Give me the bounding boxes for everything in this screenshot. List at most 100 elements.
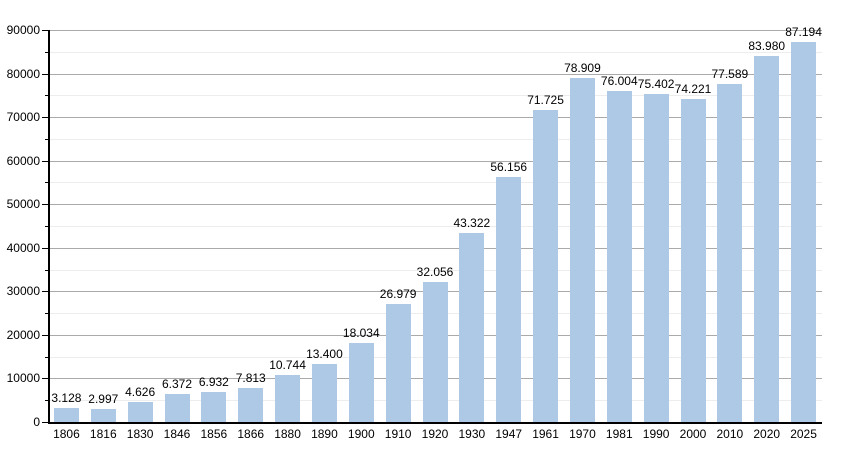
y-tick-label: 90000	[6, 23, 40, 37]
y-tick	[42, 117, 48, 119]
x-tick-label: 1830	[126, 427, 154, 441]
x-tick-label: 2025	[790, 427, 817, 441]
bar-value-label: 87.194	[785, 25, 822, 40]
bar	[422, 282, 448, 422]
x-tick-label: 1910	[384, 427, 412, 441]
y-tick	[42, 73, 48, 75]
bar	[385, 304, 411, 422]
y-tick	[42, 160, 48, 162]
y-axis-line	[48, 30, 50, 424]
x-tick-label: 1846	[163, 427, 191, 441]
y-tick	[42, 378, 48, 380]
bar	[606, 90, 632, 422]
x-tick-label: 1920	[421, 427, 449, 441]
x-tick-label: 1970	[569, 427, 596, 441]
bar	[754, 56, 780, 422]
gridline-major	[49, 160, 822, 162]
gridline-minor	[49, 182, 822, 184]
bar	[90, 408, 116, 422]
bar	[533, 109, 559, 422]
bar-value-label: 32.056	[416, 265, 454, 280]
x-tick-label: 1961	[532, 427, 559, 441]
bar-value-label: 7.813	[235, 370, 266, 385]
bar-value-label: 18.034	[342, 326, 380, 341]
bar	[238, 387, 264, 422]
x-tick-label: 1856	[200, 427, 228, 441]
x-tick-label: 1880	[274, 427, 301, 441]
bar	[53, 408, 79, 422]
bar-value-label: 77.589	[711, 67, 749, 82]
bar	[569, 78, 595, 422]
x-tick-label: 1981	[605, 427, 633, 441]
x-tick-label: 1890	[311, 427, 338, 441]
y-tick-minor	[45, 182, 48, 184]
y-tick-minor	[45, 400, 48, 402]
bar-value-label: 3.128	[51, 391, 82, 406]
x-axis-line	[48, 422, 822, 424]
y-tick-label: 60000	[6, 153, 40, 168]
y-tick-minor	[45, 356, 48, 358]
y-tick-label: 70000	[6, 110, 40, 125]
gridline-major	[49, 204, 822, 206]
y-tick-label: 20000	[6, 327, 40, 342]
bar	[311, 363, 337, 422]
bar	[643, 93, 669, 422]
gridline-minor	[49, 51, 822, 53]
bar-value-label: 75.402	[637, 76, 675, 91]
x-tick-label: 2010	[716, 427, 744, 441]
bar	[164, 394, 190, 422]
bar-value-label: 76.004	[600, 73, 638, 88]
bar	[791, 42, 817, 422]
bar-value-label: 13.400	[306, 346, 343, 361]
bar-value-label: 6.372	[161, 377, 193, 392]
gridline-major	[49, 247, 822, 249]
y-tick-label: 40000	[6, 240, 40, 255]
gridline-major	[49, 30, 822, 31]
y-tick	[42, 291, 48, 293]
gridline-minor	[49, 138, 822, 140]
y-tick	[42, 204, 48, 206]
bar	[459, 233, 485, 422]
y-tick-label: 30000	[6, 284, 40, 299]
x-tick-label: 2020	[753, 427, 781, 441]
x-tick-label: 1930	[458, 427, 486, 441]
y-tick-minor	[45, 313, 48, 315]
y-tick	[42, 247, 48, 249]
bar	[348, 343, 374, 422]
y-tick-label: 10000	[6, 371, 40, 386]
x-tick-label: 1816	[89, 427, 117, 441]
y-tick-minor	[45, 269, 48, 271]
y-tick-minor	[45, 226, 48, 227]
y-tick-minor	[45, 51, 48, 53]
bar-value-label: 78.909	[564, 61, 601, 76]
bar-value-label: 10.744	[269, 358, 306, 373]
bar-value-label: 26.979	[379, 287, 417, 302]
bar	[717, 84, 743, 422]
bar-value-label: 2.997	[88, 391, 119, 406]
bar-value-label: 4.626	[125, 384, 156, 399]
y-tick	[42, 334, 48, 336]
x-tick-label: 1900	[347, 427, 375, 441]
bar-value-label: 83.980	[748, 39, 786, 54]
bar-value-label: 71.725	[527, 92, 564, 107]
bar	[127, 401, 153, 422]
bar-value-label: 56.156	[490, 160, 528, 175]
y-tick-label: 80000	[6, 66, 40, 81]
y-tick-minor	[45, 138, 48, 140]
bar	[275, 375, 301, 422]
bar	[201, 391, 227, 422]
bar	[496, 177, 522, 422]
x-tick-label: 1947	[495, 427, 523, 441]
bar-value-label: 74.221	[674, 81, 712, 96]
y-tick	[42, 30, 48, 31]
x-tick-label: 1806	[53, 427, 80, 441]
y-tick-minor	[45, 95, 48, 97]
x-tick-label: 2000	[679, 427, 707, 441]
x-tick-label: 1990	[642, 427, 670, 441]
x-tick-label: 1866	[237, 427, 265, 441]
bar-value-label: 6.932	[198, 374, 229, 389]
y-tick-label: 50000	[6, 197, 40, 212]
gridline-major	[49, 117, 822, 119]
y-tick-label: 0	[33, 415, 40, 429]
